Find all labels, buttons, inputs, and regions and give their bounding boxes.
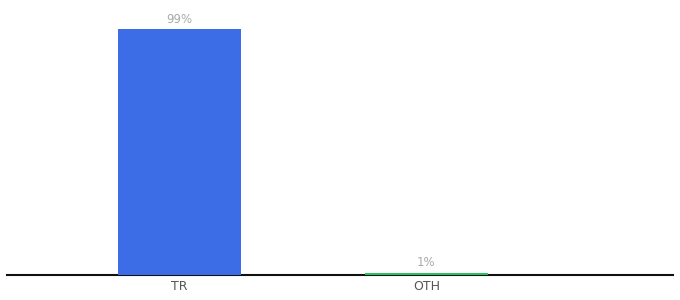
Bar — [118, 29, 241, 275]
Text: 1%: 1% — [417, 256, 436, 269]
Text: 99%: 99% — [167, 13, 192, 26]
Bar — [364, 273, 488, 275]
